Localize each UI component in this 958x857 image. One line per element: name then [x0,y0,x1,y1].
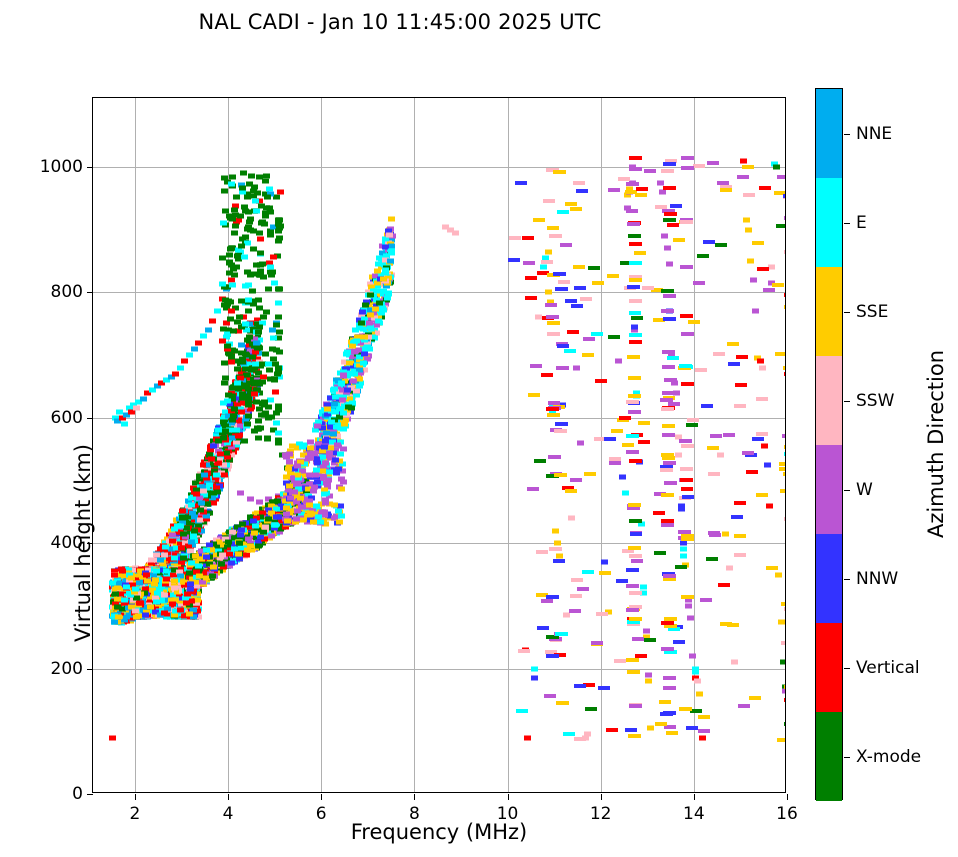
x-tick [693,794,695,800]
x-tick-label: 6 [315,804,327,824]
colorbar-segment-x-mode [816,712,842,801]
colorbar-segment-e [816,178,842,267]
colorbar-segment-w [816,445,842,534]
colorbar-segment-nne [816,89,842,178]
x-tick-label: 8 [408,804,420,824]
y-tick [87,543,93,545]
y-tick [87,292,93,294]
colorbar-tick [844,667,850,669]
colorbar-tick [844,311,850,313]
y-tick-label: 200 [50,658,83,679]
colorbar-label-sse: SSE [856,301,889,322]
colorbar-label-w: W [856,479,873,500]
x-tick-label: 10 [496,804,519,824]
x-tick-label: 2 [129,804,141,824]
y-tick [87,166,93,168]
colorbar-segment-sse [816,267,842,356]
x-axis-title: Frequency (MHz) [350,820,528,844]
colorbar-segment-ssw [816,356,842,445]
colorbar-label-vertical: Vertical [856,657,920,678]
colorbar-title: Azimuth Direction [924,349,948,539]
y-tick-label: 400 [50,533,83,554]
colorbar-segment-nnw [816,534,842,623]
y-tick-label: 1000 [39,156,83,177]
colorbar-tick [844,489,850,491]
colorbar-tick [844,222,850,224]
colorbar-label-ssw: SSW [856,390,895,411]
page-title: NAL CADI - Jan 10 11:45:00 2025 UTC [198,10,602,34]
colorbar-label-nne: NNE [856,123,893,144]
y-tick-label: 0 [72,784,83,804]
colorbar-tick [844,756,850,758]
x-tick [507,794,509,800]
colorbar-segment-vertical [816,623,842,712]
x-tick [134,794,136,800]
colorbar: NNE E SSE SSW W NNW Vertical X-mode [815,88,921,801]
plot-area: 2 4 6 8 10 12 14 16 0 200 400 600 800 1000 Virtual h… [40,97,798,824]
x-tick [787,794,788,800]
y-tick [87,668,93,670]
x-tick [414,794,416,800]
echo-scatter-layer [93,98,785,792]
colorbar-tick [844,400,850,402]
x-tick [600,794,602,800]
x-tick-label: 4 [222,804,234,824]
colorbar-tick [844,578,850,580]
y-tick [87,794,93,795]
x-tick-label: 16 [776,804,798,824]
y-tick-label: 600 [50,407,83,428]
colorbar-label-e: E [856,212,867,233]
colorbar-label-x-mode: X-mode [856,746,922,767]
echo-points [93,98,785,792]
colorbar-label-nnw: NNW [856,568,899,589]
y-tick-label: 800 [50,282,83,303]
colorbar-tick [844,133,850,135]
y-tick [87,417,93,419]
x-tick [321,794,323,800]
x-tick [228,794,230,800]
y-axis-title: Virtual height (km) [71,444,95,642]
x-tick-label: 12 [589,804,612,824]
x-tick-label: 14 [683,804,705,824]
